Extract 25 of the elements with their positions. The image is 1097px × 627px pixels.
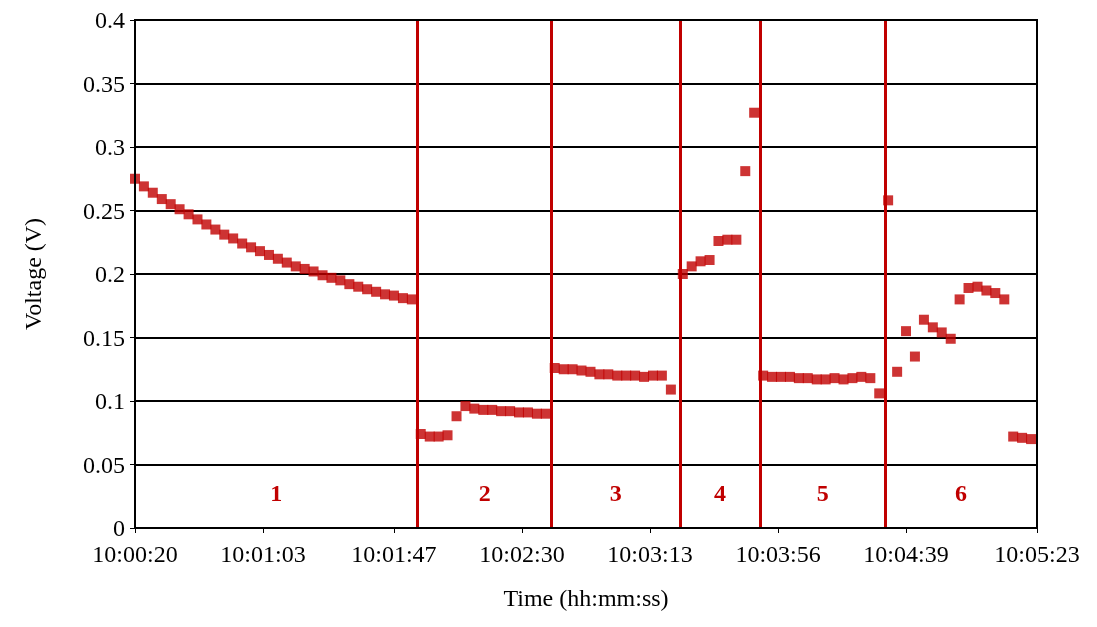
x-tick-label: 10:01:47: [351, 541, 437, 567]
y-tick-label: 0.4: [95, 7, 125, 33]
y-tick-label: 0.1: [95, 388, 125, 414]
y-tick-label: 0.3: [95, 134, 125, 160]
y-tick-label: 0.35: [83, 70, 125, 97]
y-axis-title: Voltage (V): [20, 217, 46, 331]
x-tick-label: 10:05:23: [994, 541, 1080, 567]
y-tick-label: 0.2: [95, 261, 125, 287]
x-tick-label: 10:03:56: [735, 541, 821, 567]
annotation: 4: [713, 480, 726, 506]
x-axis-title: Time (hh:mm:ss): [503, 585, 669, 611]
x-tick-label: 10:00:20: [92, 541, 178, 567]
annotation: 1: [270, 480, 283, 506]
y-tick-label: 0: [113, 515, 125, 541]
y-tick-label: 0.05: [83, 451, 125, 478]
x-tick-label: 10:01:03: [220, 541, 306, 567]
x-tick-label: 10:03:13: [607, 541, 693, 567]
annotation: 6: [955, 480, 968, 506]
y-tick-label: 0.15: [83, 324, 125, 351]
annotation: 5: [816, 480, 829, 506]
y-tick-label: 0.25: [83, 197, 125, 224]
annotation: 3: [609, 480, 622, 506]
x-tick-label: 10:02:30: [479, 541, 565, 567]
x-tick-label: 10:04:39: [863, 541, 949, 567]
annotation: 2: [478, 480, 491, 506]
